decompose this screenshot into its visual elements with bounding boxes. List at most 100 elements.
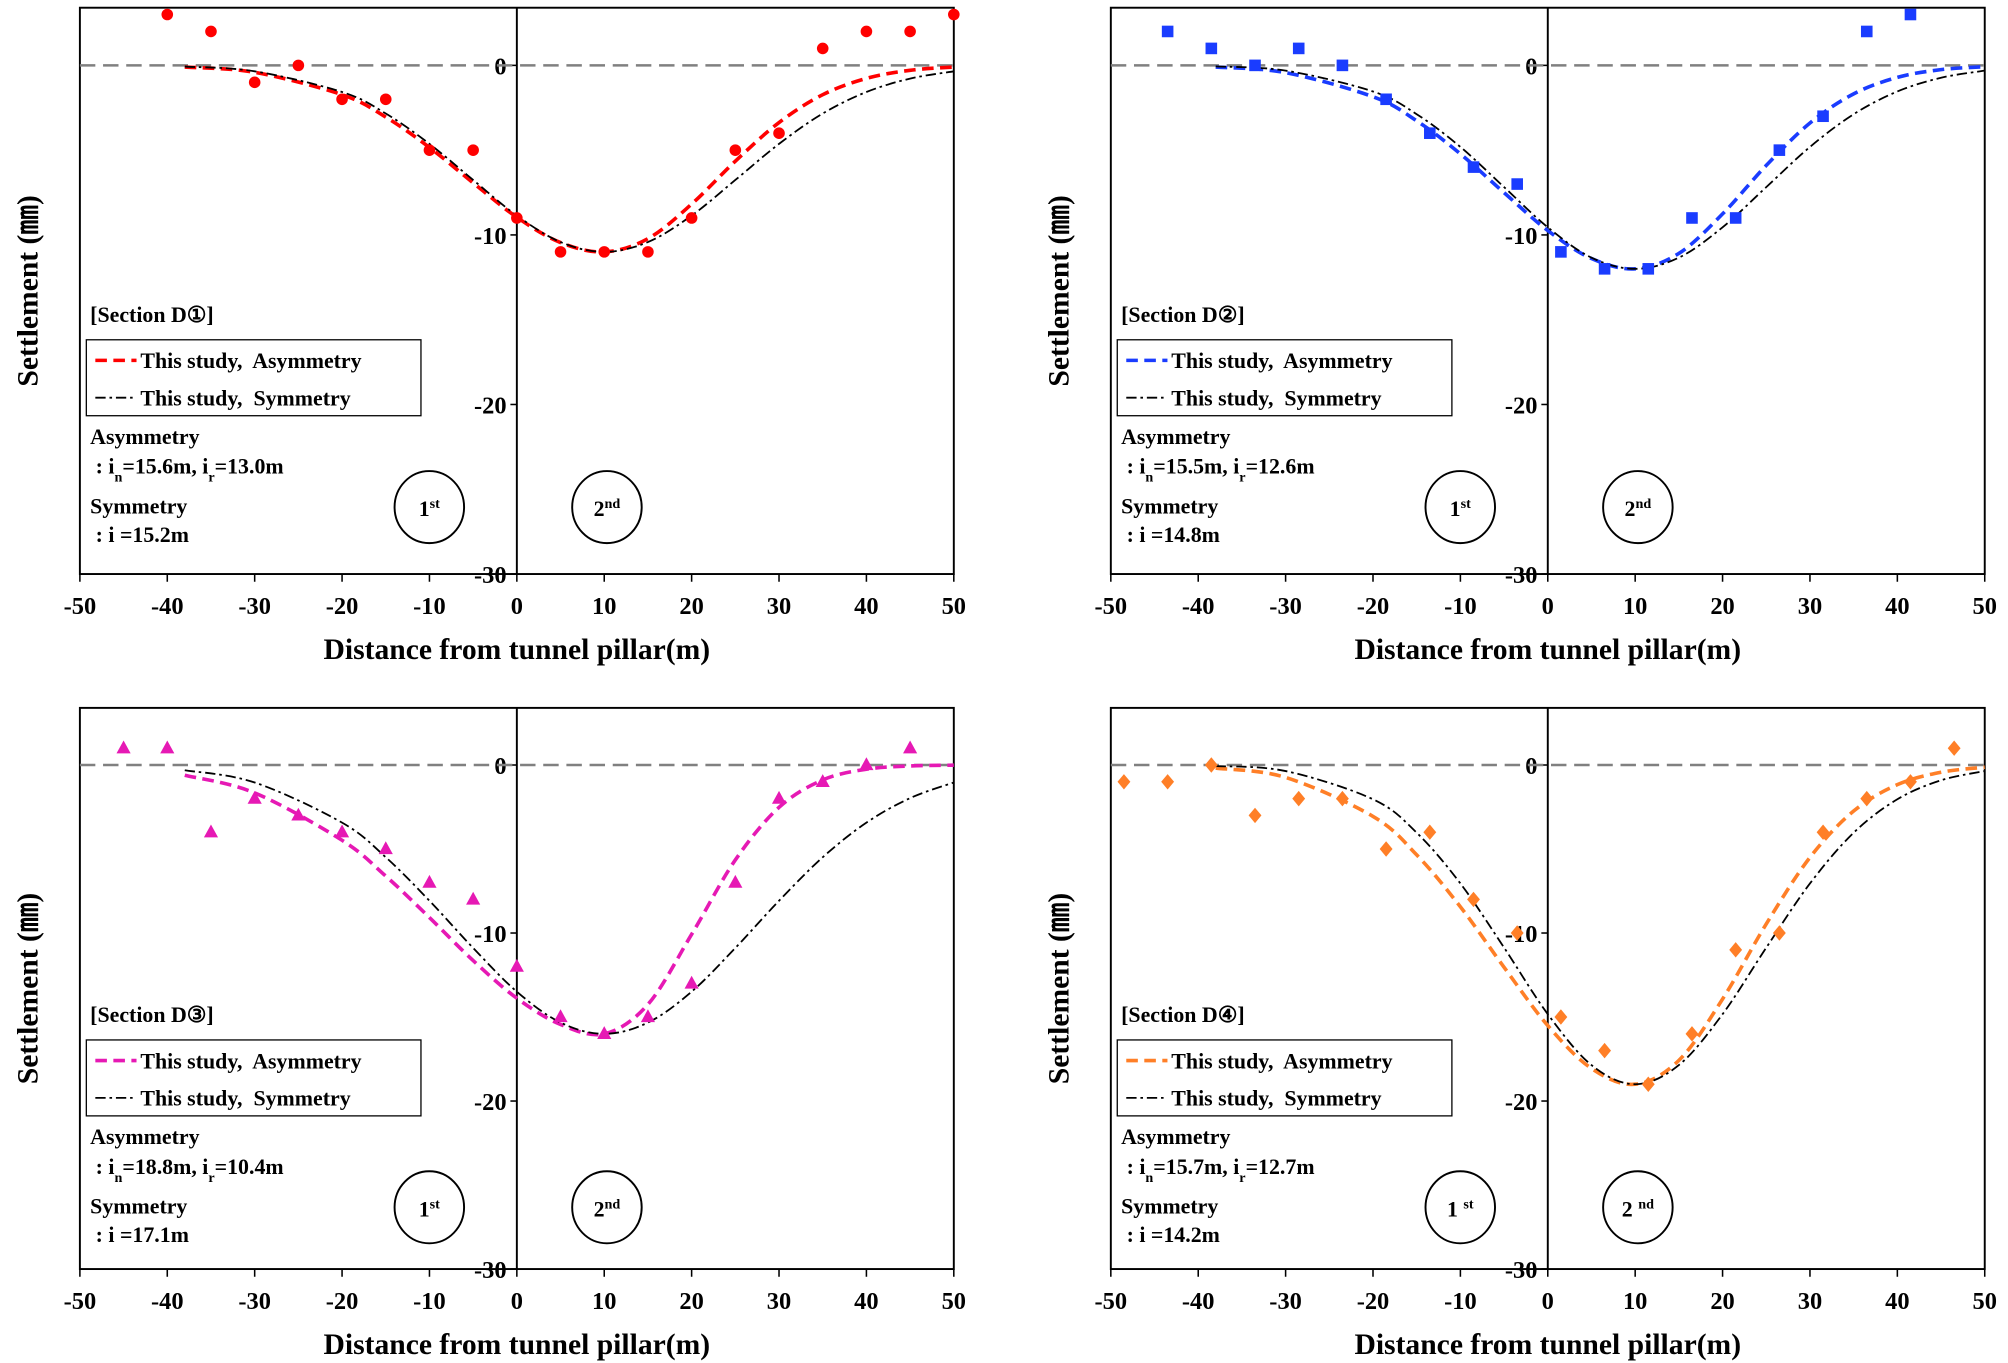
data-point [685,212,698,224]
data-point [1729,942,1743,958]
x-tick-label: 50 [942,1288,966,1315]
data-point [466,891,481,905]
y-tick-label: 0 [1525,53,1537,80]
drive-label: 1st [1450,496,1471,521]
data-point [1510,925,1524,941]
legend-box [1116,339,1453,417]
legend-label: This study, Symmetry [1171,386,1381,410]
text-part: 2 [1625,497,1636,521]
data-point [203,824,219,838]
data-point [1424,127,1436,139]
text-part: st [1463,1196,1474,1212]
data-point [859,757,874,771]
data-point [903,740,918,754]
text-part: 2 [594,497,605,521]
drive-label: 2nd [1625,496,1652,521]
data-point [1817,110,1829,123]
x-axis-title: Distance from tunnel pillar(m) [1354,634,1741,666]
x-tick-label: 40 [854,593,878,620]
data-point [1729,212,1742,224]
drive-label: 2nd [594,496,621,521]
y-tick-label: -20 [1505,392,1538,419]
text-part: nd [605,496,621,512]
data-point [684,975,699,989]
data-point [1161,25,1174,38]
data-point [1555,246,1567,258]
x-tick-label: 40 [1885,1288,1909,1315]
x-tick-label: -50 [1095,593,1128,620]
fit-curve [184,65,954,254]
data-point [1772,925,1786,941]
data-point [1379,841,1393,857]
data-point [248,76,261,89]
fit-curve [1215,64,1985,271]
data-point [422,874,437,888]
fit-curve [184,65,954,253]
data-point [815,774,830,787]
y-axis-title: Settlement (㎜) [12,195,44,386]
y-tick-label: -20 [1505,1089,1538,1116]
y-tick-label: -20 [474,392,507,419]
panel: -50 -40 -30 -20 -10 0 10 20 30 40 50 -30 -20 -10 0 Dist… [1043,6,1997,666]
symmetry-title: Symmetry [1121,495,1218,519]
text-part: r [1239,470,1245,486]
text-part: 1 [1450,497,1461,521]
data-point [1204,757,1218,773]
text-part: st [430,1196,441,1212]
text-part: =15.7m, i [1153,1155,1239,1179]
x-tick-label: -10 [1444,1288,1477,1315]
data-point [511,212,523,224]
x-tick-label: -10 [1444,593,1477,620]
data-point [1598,1042,1612,1059]
asymmetry-params: : in=15.6m, ir=13.0m [90,455,283,486]
data-point [1117,774,1131,790]
data-point [1249,59,1261,72]
y-axis-title: Settlement (㎜) [1043,893,1075,1084]
x-tick-label: 20 [1710,1288,1734,1315]
data-point [467,144,479,156]
data-point [1380,93,1392,106]
x-tick-label: 40 [854,1288,878,1315]
text-part: n [1145,470,1153,486]
symmetry-params: : i =17.1m [90,1223,189,1247]
fit-curve [184,769,955,1035]
fit-curve [184,763,954,1037]
text-part: nd [1638,1196,1654,1212]
text-part: =10.4m [215,1155,284,1179]
x-tick-label: -30 [1269,1288,1302,1315]
legend-label: This study, Asymmetry [1171,1049,1392,1073]
text-part: 2 [1622,1197,1638,1221]
text-part: st [1461,496,1472,512]
x-tick-label: -10 [413,1288,446,1315]
text-part: =15.5m, i [1153,455,1239,479]
legend-label: This study, Asymmetry [140,349,361,373]
data-point [1467,891,1480,908]
drive-marker [393,1170,466,1245]
x-tick-label: 30 [1798,593,1822,620]
x-tick-label: 30 [1798,1288,1822,1315]
legend-label: This study, Symmetry [140,386,350,410]
symmetry-params: : i =14.8m [1121,523,1220,547]
drive-label: 2 nd [1622,1196,1654,1221]
x-tick-label: -10 [413,593,446,620]
data-point [729,144,742,156]
text-part: : i [90,455,114,479]
y-tick-label: 0 [494,53,506,80]
x-tick-label: 10 [592,1288,616,1315]
x-tick-label: -20 [1357,593,1390,620]
text-part: : i [1121,1155,1145,1179]
x-tick-label: -40 [1182,593,1215,620]
asymmetry-params: : in=15.7m, ir=12.7m [1121,1155,1314,1186]
data-point [598,246,611,258]
text-part: st [430,496,441,512]
data-point [1685,1026,1699,1042]
data-point [1686,212,1698,224]
drive-label: 1st [419,1196,440,1221]
drive-marker [571,1170,643,1245]
data-point [860,25,873,38]
text-part: n [114,1170,122,1186]
x-tick-label: 50 [1973,593,1997,620]
data-point [773,127,785,139]
text-part: r [1239,1170,1245,1186]
drive-marker [571,470,643,545]
